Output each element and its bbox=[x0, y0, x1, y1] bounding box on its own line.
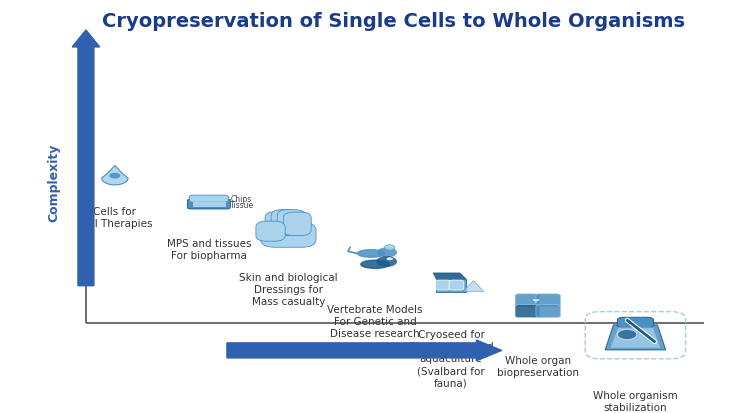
Ellipse shape bbox=[357, 250, 384, 258]
Circle shape bbox=[617, 330, 637, 340]
FancyBboxPatch shape bbox=[277, 210, 305, 236]
Text: Tissue: Tissue bbox=[230, 200, 254, 209]
FancyArrow shape bbox=[227, 340, 502, 361]
Circle shape bbox=[109, 173, 120, 179]
Text: MPS and tissues
For biopharma: MPS and tissues For biopharma bbox=[167, 238, 251, 260]
Polygon shape bbox=[102, 166, 128, 185]
Text: Cells for
Cell Therapies: Cells for Cell Therapies bbox=[77, 206, 152, 228]
Text: Whole organism
stabilization: Whole organism stabilization bbox=[593, 390, 678, 412]
FancyBboxPatch shape bbox=[261, 223, 316, 248]
Ellipse shape bbox=[361, 261, 390, 269]
FancyArrow shape bbox=[72, 31, 100, 286]
FancyBboxPatch shape bbox=[190, 196, 229, 203]
FancyBboxPatch shape bbox=[187, 199, 230, 209]
FancyBboxPatch shape bbox=[271, 210, 299, 236]
Polygon shape bbox=[605, 325, 666, 350]
Circle shape bbox=[386, 257, 393, 261]
Polygon shape bbox=[433, 273, 466, 279]
FancyBboxPatch shape bbox=[536, 305, 560, 318]
Text: Chips: Chips bbox=[230, 195, 252, 204]
Polygon shape bbox=[436, 279, 466, 292]
Polygon shape bbox=[463, 281, 484, 292]
FancyBboxPatch shape bbox=[435, 280, 450, 290]
Text: Whole organ
biopreservation: Whole organ biopreservation bbox=[497, 355, 579, 377]
Circle shape bbox=[384, 245, 395, 251]
Text: Cryoseed for
Biodiversity and
aquaculture
(Svalbard for
fauna): Cryoseed for Biodiversity and aquacultur… bbox=[409, 329, 493, 387]
FancyBboxPatch shape bbox=[265, 212, 293, 236]
FancyBboxPatch shape bbox=[284, 213, 311, 236]
FancyBboxPatch shape bbox=[256, 222, 285, 242]
Circle shape bbox=[376, 256, 397, 267]
FancyBboxPatch shape bbox=[515, 305, 540, 318]
Polygon shape bbox=[532, 299, 539, 302]
Polygon shape bbox=[611, 328, 660, 348]
Text: Size of System: Size of System bbox=[316, 344, 420, 357]
Text: Complexity: Complexity bbox=[47, 144, 60, 222]
Text: Cryopreservation of Single Cells to Whole Organisms: Cryopreservation of Single Cells to Whol… bbox=[102, 12, 685, 31]
FancyBboxPatch shape bbox=[515, 294, 540, 307]
FancyBboxPatch shape bbox=[617, 318, 653, 328]
Text: Vertebrate Models
For Genetic and
Disease research: Vertebrate Models For Genetic and Diseas… bbox=[327, 304, 423, 338]
Circle shape bbox=[378, 248, 397, 258]
FancyBboxPatch shape bbox=[536, 294, 560, 307]
Text: Skin and biological
Dressings for
Mass casualty: Skin and biological Dressings for Mass c… bbox=[239, 272, 338, 306]
FancyBboxPatch shape bbox=[449, 280, 464, 290]
